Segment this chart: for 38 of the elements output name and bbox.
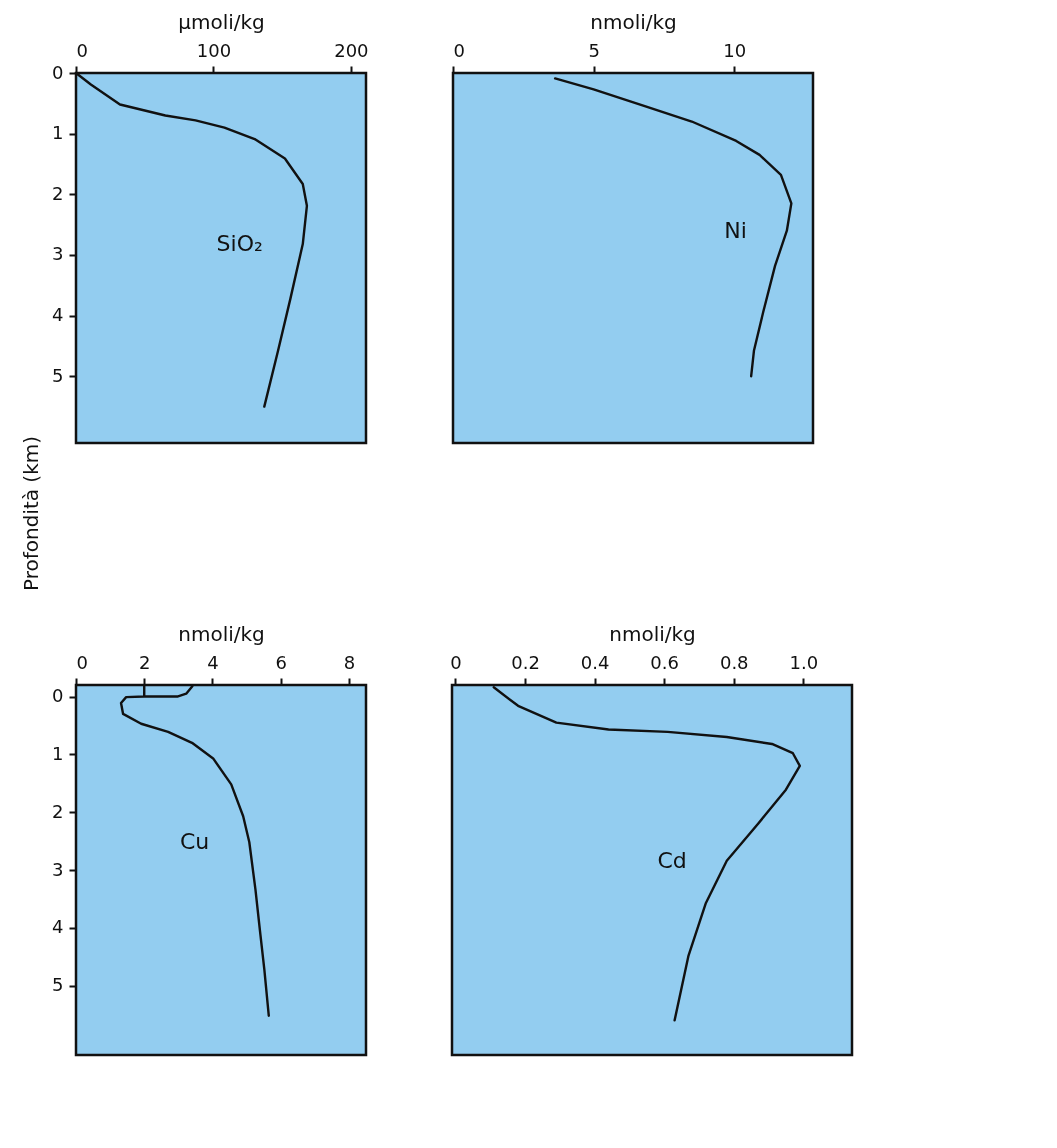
x-axis-title: μmoli/kg: [178, 9, 265, 34]
x-tick-label: 0.6: [650, 651, 679, 673]
y-tick-label: 3: [52, 243, 64, 265]
x-tick-label: 4: [207, 651, 219, 673]
series-label: Ni: [724, 217, 747, 243]
y-tick-label: 0: [52, 61, 64, 83]
y-tick-label: 4: [52, 916, 64, 938]
y-tick-label: 2: [52, 182, 64, 204]
x-axis-title: nmoli/kg: [609, 621, 696, 646]
y-tick-label: 0: [52, 685, 64, 707]
x-tick-label: 2: [139, 651, 151, 673]
y-axis-title: Profondità (km): [19, 435, 44, 592]
x-tick-label: 5: [588, 39, 600, 61]
x-tick-label: 0: [450, 651, 462, 673]
x-tick-label: 200: [334, 39, 369, 61]
y-tick-label: 1: [52, 742, 64, 764]
x-tick-label: 0: [76, 39, 88, 61]
x-tick-label: 0.4: [580, 651, 610, 673]
series-label: SiO₂: [216, 231, 263, 257]
series-label: Cu: [180, 829, 210, 855]
x-axis-title: nmoli/kg: [590, 9, 677, 34]
x-tick-label: 0: [453, 39, 465, 61]
x-tick-label: 10: [723, 39, 747, 61]
x-axis-title: nmoli/kg: [178, 621, 265, 646]
y-tick-label: 3: [52, 858, 64, 880]
series-label: Cd: [657, 847, 687, 873]
x-tick-label: 0.8: [719, 651, 749, 673]
y-tick-label: 5: [52, 974, 64, 996]
y-tick-label: 4: [52, 304, 64, 326]
x-tick-label: 8: [343, 651, 356, 673]
y-tick-label: 1: [52, 122, 64, 144]
x-tick-label: 1.0: [789, 651, 819, 673]
y-tick-label: 5: [52, 364, 64, 386]
y-tick-label: 2: [52, 800, 64, 822]
x-tick-label: 0: [76, 651, 88, 673]
x-tick-label: 100: [196, 39, 232, 61]
x-tick-label: 6: [275, 651, 287, 673]
x-tick-label: 0.2: [511, 651, 540, 673]
